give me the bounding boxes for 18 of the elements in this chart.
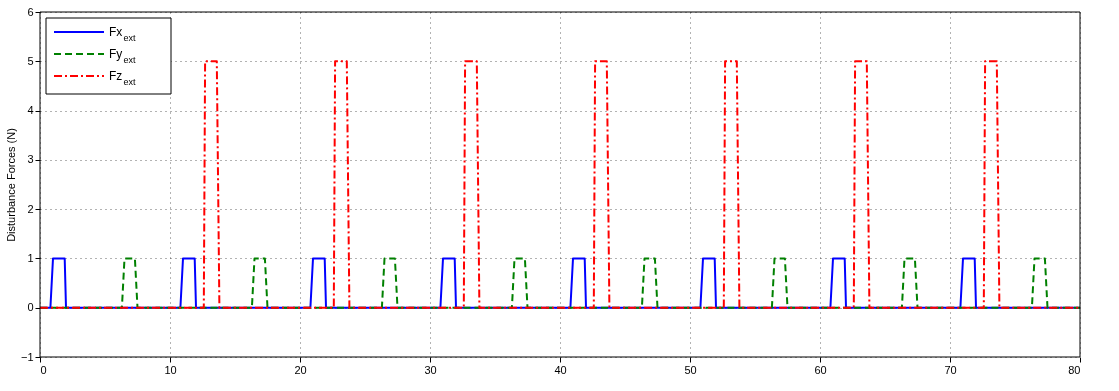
y-tick-label: 1 xyxy=(27,251,34,264)
x-tick-label: 40 xyxy=(554,363,567,376)
x-tick-label: 80 xyxy=(1068,363,1081,376)
x-tick-label: 30 xyxy=(424,363,437,376)
x-tick-label: 70 xyxy=(944,363,957,376)
y-tick-label: 0 xyxy=(27,301,34,314)
y-tick-label: 4 xyxy=(27,104,34,117)
y-axis-title: Disturbance Forces (N) xyxy=(4,128,17,242)
y-tick-label: 3 xyxy=(27,153,34,166)
x-tick-label: 60 xyxy=(814,363,827,376)
x-tick-label: 50 xyxy=(684,363,697,376)
y-tick-label: −1 xyxy=(20,350,34,363)
x-tick-label: 10 xyxy=(164,363,177,376)
y-tick-label: 5 xyxy=(27,54,34,67)
x-tick-label: 20 xyxy=(294,363,307,376)
y-tick-label: 2 xyxy=(27,202,34,215)
x-tick-label: 0 xyxy=(40,363,47,376)
y-tick-label: 6 xyxy=(27,5,34,18)
